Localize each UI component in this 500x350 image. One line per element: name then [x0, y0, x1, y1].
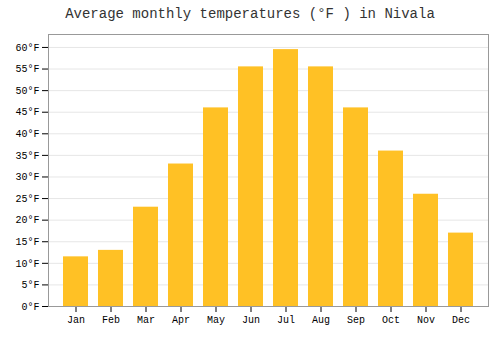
svg-text:Nov: Nov	[417, 315, 435, 326]
svg-text:Oct: Oct	[382, 315, 400, 326]
svg-text:Jan: Jan	[67, 315, 85, 326]
svg-text:Apr: Apr	[172, 315, 190, 326]
svg-text:Feb: Feb	[102, 315, 120, 326]
svg-text:20°F: 20°F	[15, 215, 39, 226]
svg-text:5°F: 5°F	[21, 280, 39, 291]
svg-text:Jun: Jun	[242, 315, 260, 326]
svg-text:Jul: Jul	[277, 315, 295, 326]
svg-text:0°F: 0°F	[21, 302, 39, 313]
svg-text:50°F: 50°F	[15, 86, 39, 97]
svg-text:Mar: Mar	[137, 315, 155, 326]
svg-text:30°F: 30°F	[15, 172, 39, 183]
svg-text:May: May	[207, 315, 225, 326]
html-text:Average monthly temperatures (: Average monthly temperatures (°F ) in Ni…	[65, 6, 435, 22]
svg-text:Sep: Sep	[347, 315, 365, 326]
svg-text:45°F: 45°F	[15, 107, 39, 118]
svg-text:35°F: 35°F	[15, 151, 39, 162]
svg-text:Dec: Dec	[452, 315, 470, 326]
svg-text:60°F: 60°F	[15, 43, 39, 54]
svg-text:25°F: 25°F	[15, 194, 39, 205]
svg-text:55°F: 55°F	[15, 64, 39, 75]
svg-text:10°F: 10°F	[15, 259, 39, 270]
svg-text:40°F: 40°F	[15, 129, 39, 140]
svg-text:Aug: Aug	[312, 315, 330, 326]
svg-text:15°F: 15°F	[15, 237, 39, 248]
